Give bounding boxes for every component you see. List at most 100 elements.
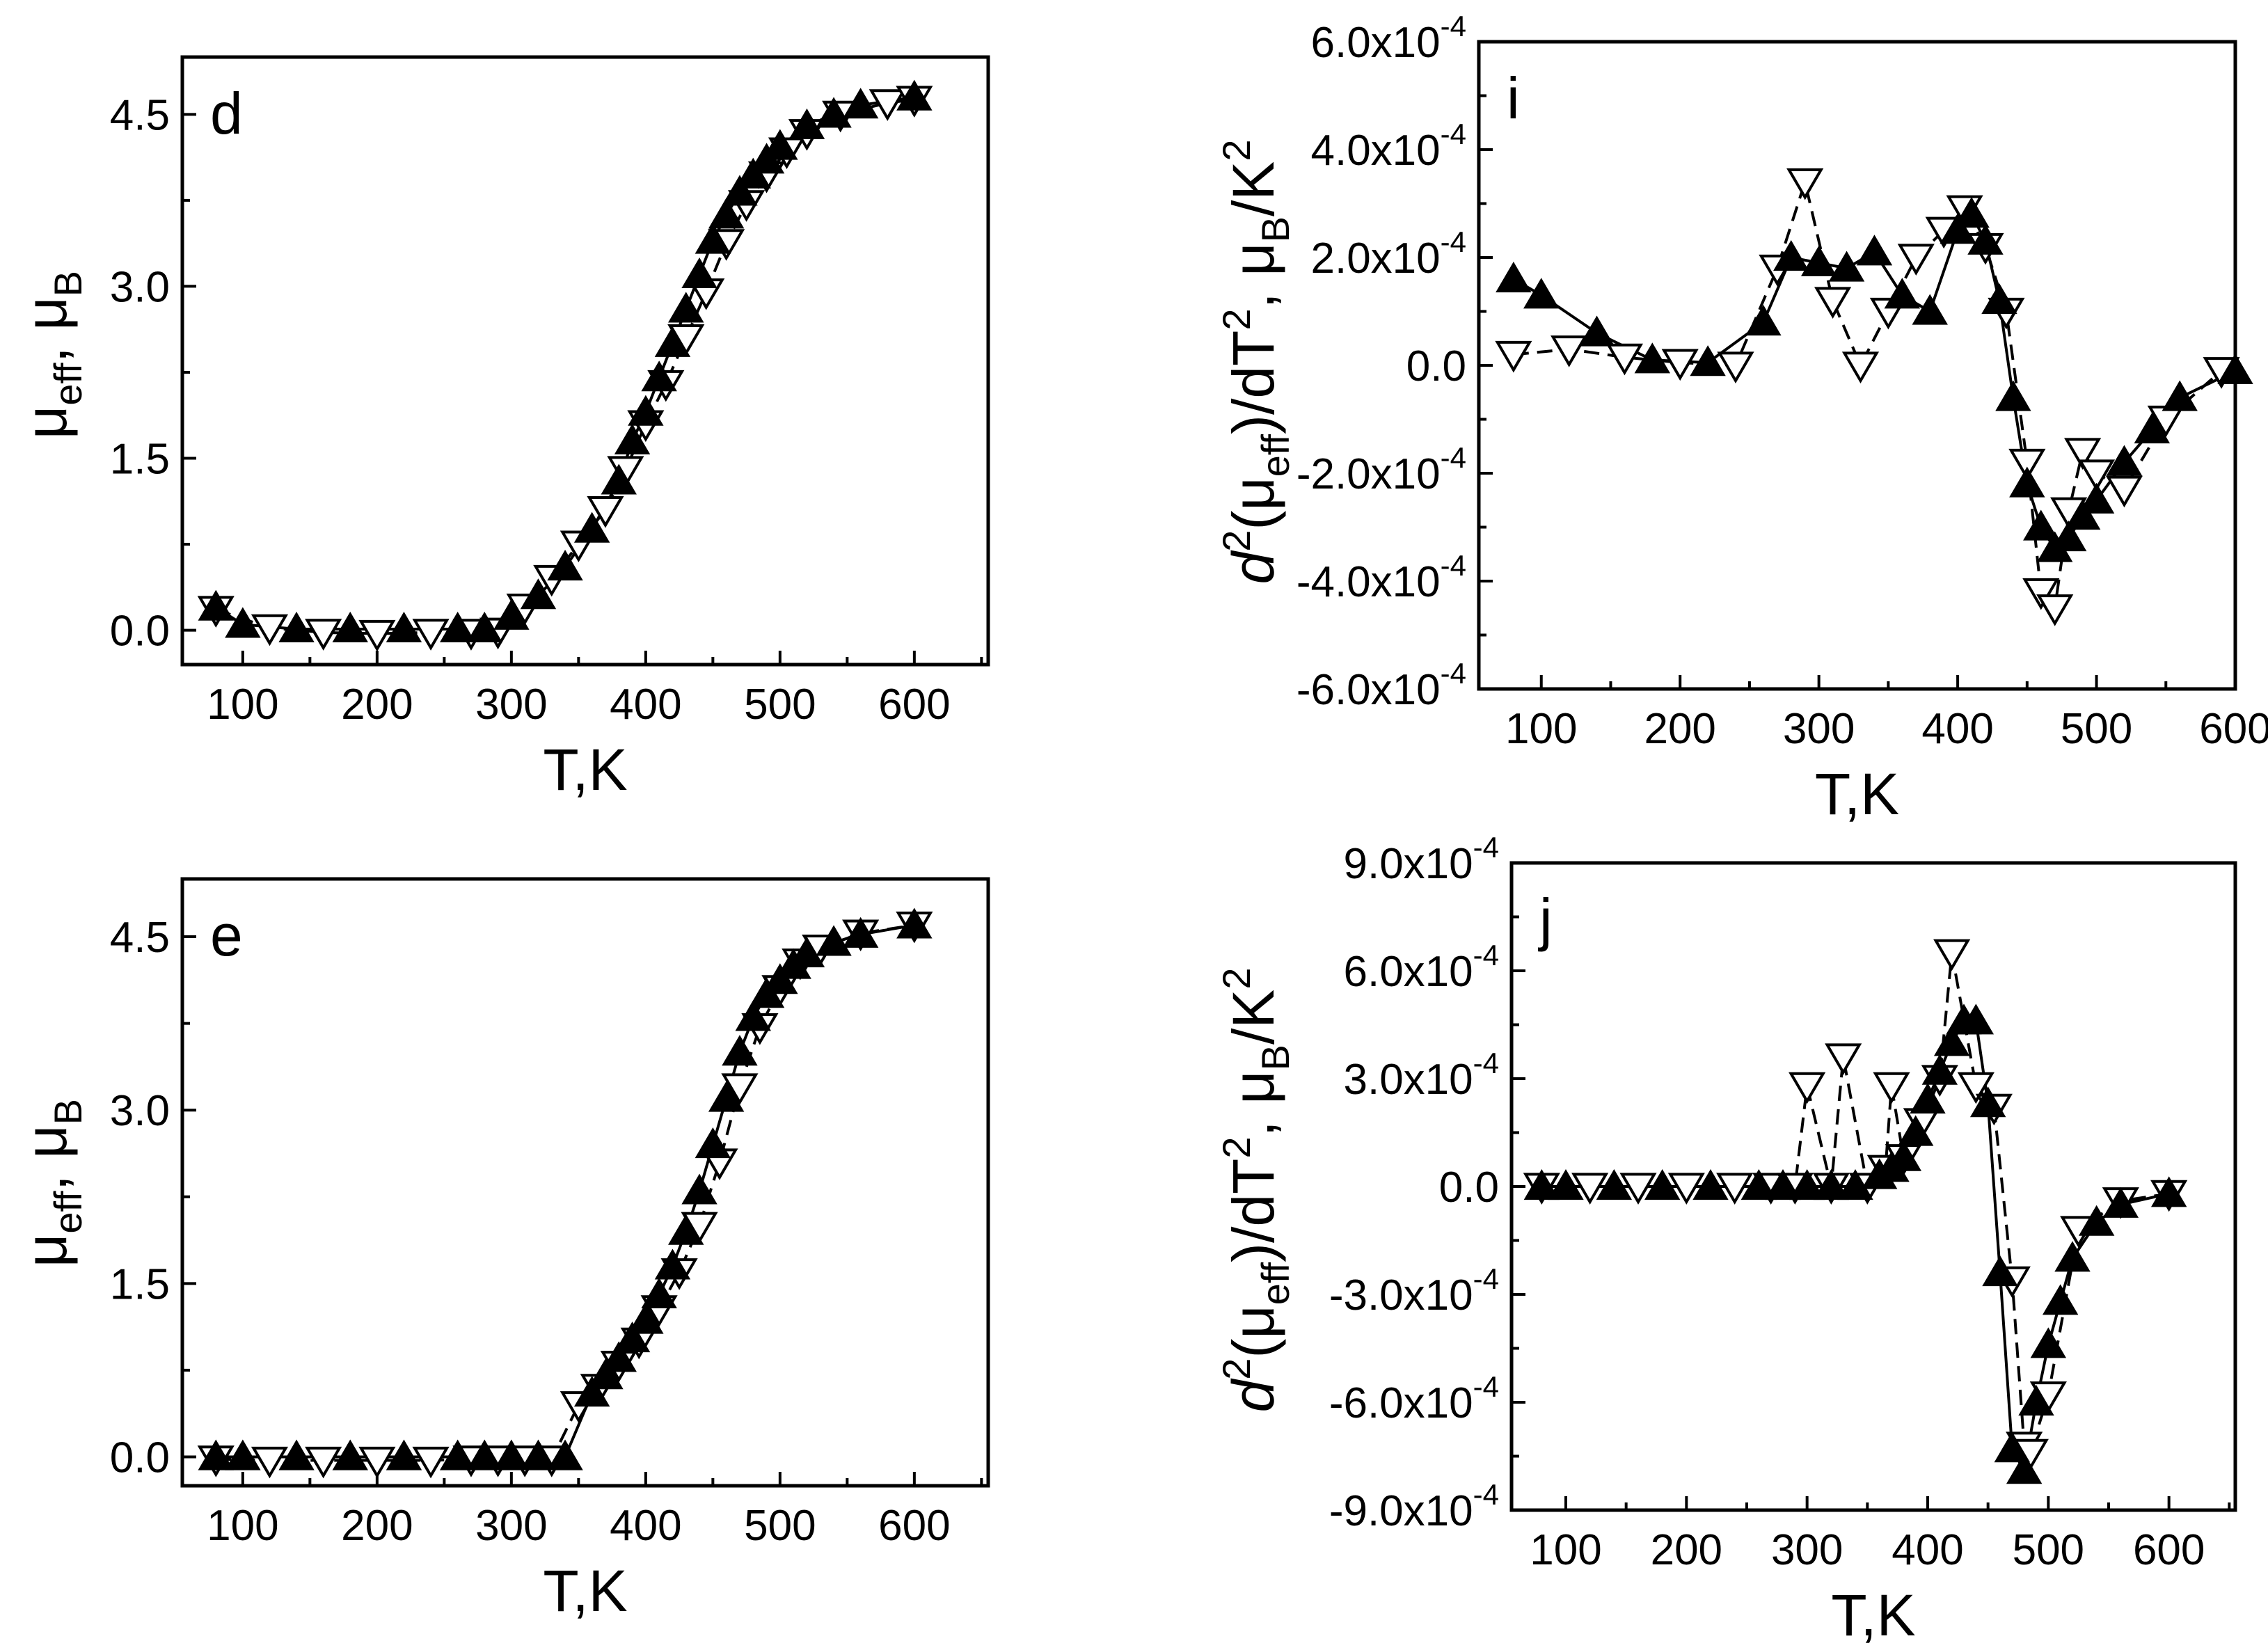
x-axis-label: T,K bbox=[543, 737, 627, 802]
data-point-filled bbox=[2102, 1187, 2139, 1218]
y-tick-label: -3.0x10-4 bbox=[1329, 1262, 1499, 1319]
data-point-filled bbox=[788, 936, 825, 968]
data-point-open bbox=[1667, 1173, 1705, 1205]
data-point-filled bbox=[896, 79, 933, 111]
data-point-filled bbox=[493, 598, 530, 630]
plot-frame bbox=[180, 877, 990, 1488]
data-point-filled bbox=[1789, 1169, 1825, 1200]
data-point-filled bbox=[1958, 1004, 1995, 1035]
y-tick-label: 0.0 bbox=[1439, 1164, 1499, 1212]
data-point-filled bbox=[1995, 380, 2031, 411]
data-point-filled bbox=[2042, 1284, 2079, 1315]
data-point-filled bbox=[2023, 509, 2059, 541]
panel-i: 100 200 300 400 500 600 -6.0x10-4 -4.0x10-4 -2.0… bbox=[1214, 10, 2268, 827]
data-point-open bbox=[1661, 349, 1699, 381]
data-point-open bbox=[2105, 475, 2143, 508]
data-point-filled bbox=[614, 1322, 651, 1353]
x-tick-label: 200 bbox=[1644, 705, 1715, 753]
y-tick-label: 0.0 bbox=[1406, 342, 1466, 390]
data-point-filled bbox=[1933, 1025, 1970, 1056]
data-point-filled bbox=[601, 1341, 637, 1372]
data-point-filled bbox=[2078, 1205, 2115, 1236]
y-tick-label: 4.5 bbox=[110, 914, 170, 962]
data-point-filled bbox=[654, 1248, 691, 1280]
data-point-filled bbox=[2054, 1241, 2091, 1272]
data-point-filled bbox=[1969, 1086, 2006, 1118]
data-point-open bbox=[1551, 335, 1588, 367]
data-point-filled bbox=[842, 917, 879, 948]
data-point-filled bbox=[493, 1439, 530, 1470]
data-point-open bbox=[1841, 351, 1880, 383]
data-point-filled bbox=[1921, 1054, 1958, 1085]
data-point-filled bbox=[708, 1081, 745, 1112]
data-point-filled bbox=[520, 578, 557, 610]
data-point-filled bbox=[1740, 1169, 1777, 1200]
data-point-filled bbox=[695, 1127, 731, 1159]
data-point-filled bbox=[2030, 1327, 2067, 1358]
data-point-filled bbox=[573, 1376, 610, 1407]
data-point-filled bbox=[2134, 413, 2171, 444]
data-point-open bbox=[1786, 168, 1824, 200]
y-tick-label: 0.0 bbox=[110, 608, 170, 656]
data-point-filled bbox=[1828, 251, 1865, 282]
data-point-filled bbox=[1994, 1431, 2031, 1463]
x-tick-label: 400 bbox=[1921, 705, 1993, 753]
data-point-open bbox=[251, 614, 289, 646]
data-point-filled bbox=[1897, 1115, 1934, 1146]
data-point-filled bbox=[2006, 1453, 2043, 1484]
x-tick-label: 300 bbox=[1771, 1526, 1843, 1574]
y-tick-label: 6.0x10-4 bbox=[1343, 939, 1499, 996]
data-point-filled bbox=[722, 1035, 758, 1066]
data-point-filled bbox=[1856, 235, 1893, 266]
x-tick-label: 400 bbox=[1892, 1526, 1963, 1574]
panel-letter: j bbox=[1537, 887, 1553, 952]
data-point-open bbox=[251, 1446, 289, 1479]
data-point-filled bbox=[1912, 294, 1948, 325]
y-tick-label: 4.0x10-4 bbox=[1310, 118, 1466, 175]
data-point-filled bbox=[225, 607, 261, 638]
data-point-filled bbox=[1800, 245, 1837, 276]
y-axis-label: d2(μeff)/dT2, μB/K2 bbox=[1214, 140, 1297, 585]
data-point-filled bbox=[1910, 1083, 1946, 1114]
data-point-filled bbox=[386, 611, 422, 643]
data-point-filled bbox=[1596, 1169, 1633, 1200]
data-point-filled bbox=[601, 463, 637, 495]
data-point-filled bbox=[2078, 482, 2115, 514]
data-point-filled bbox=[641, 360, 677, 392]
data-point-open bbox=[1605, 343, 1644, 376]
plot-frame bbox=[180, 55, 990, 667]
data-point-open bbox=[1495, 340, 1532, 373]
y-axis-label: d2(μeff)/dT2, μB/K2 bbox=[1214, 968, 1297, 1413]
x-tick-label: 300 bbox=[475, 681, 547, 729]
data-point-filled bbox=[332, 611, 368, 643]
data-point-open bbox=[1814, 287, 1852, 319]
data-point-open bbox=[869, 89, 906, 121]
data-point-filled bbox=[278, 1439, 315, 1470]
data-point-filled bbox=[1967, 223, 2004, 255]
y-tick-label: 3.0x10-4 bbox=[1343, 1047, 1499, 1104]
y-tick-label: 6.0x10-4 bbox=[1310, 10, 1466, 67]
data-point-open bbox=[1873, 1072, 1910, 1104]
data-point-filled bbox=[1548, 1169, 1584, 1200]
data-point-filled bbox=[2150, 1176, 2187, 1207]
data-point-filled bbox=[547, 1439, 583, 1470]
x-tick-label: 600 bbox=[2133, 1526, 2205, 1574]
data-point-filled bbox=[668, 1214, 704, 1245]
data-point-filled bbox=[1690, 345, 1726, 376]
data-point-open bbox=[1957, 1072, 1995, 1104]
data-point-filled bbox=[628, 395, 664, 426]
data-point-filled bbox=[278, 611, 315, 643]
x-tick-label: 200 bbox=[1651, 1526, 1722, 1574]
y-tick-label: -2.0x10-4 bbox=[1296, 441, 1466, 498]
panel-j: 100 200 300 400 500 600 -9.0x10-4 -6.0x10-4 -3.0… bbox=[1214, 831, 2237, 1648]
data-point-filled bbox=[762, 129, 798, 160]
y-tick-label: 1.5 bbox=[110, 436, 170, 484]
panel-e: 100 200 300 400 500 600 0.0 1.5 3.0 4.5 T,K μeff, μ… bbox=[13, 877, 990, 1624]
x-tick-label: 100 bbox=[1530, 1526, 1601, 1574]
data-point-filled bbox=[2050, 521, 2087, 552]
data-point-filled bbox=[573, 511, 610, 543]
data-point-open bbox=[2036, 594, 2074, 626]
data-point-filled bbox=[842, 88, 879, 119]
data-point-open bbox=[412, 619, 450, 651]
